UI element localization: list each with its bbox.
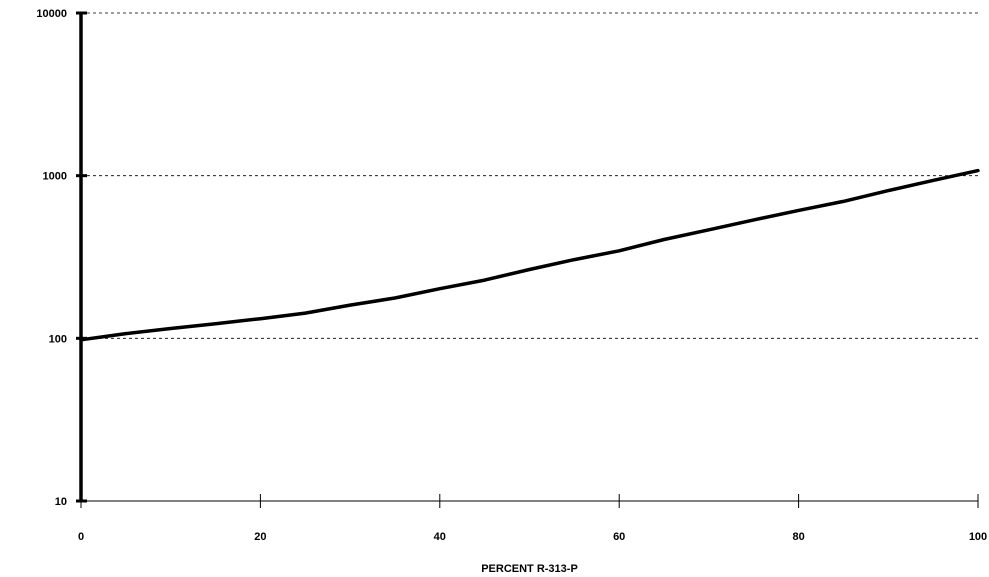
x-tick-label-20: 20 (254, 531, 266, 543)
y-tick-label-10: 10 (55, 496, 67, 508)
series-line-0 (79, 168, 980, 342)
y-tick-label-1000: 1000 (43, 171, 67, 183)
gridlines (81, 12, 978, 339)
y-tick-label-10000: 10000 (36, 8, 67, 20)
x-tick-label-100: 100 (969, 531, 987, 543)
y-tick-label-100: 100 (49, 333, 67, 345)
axes (76, 11, 979, 508)
series-group (79, 168, 980, 342)
x-tick-label-40: 40 (434, 531, 446, 543)
x-tick-label-0: 0 (78, 531, 84, 543)
x-axis-title: PERCENT R-313-P (481, 563, 578, 575)
x-tick-label-60: 60 (613, 531, 625, 543)
tick-labels: 10 100 1000 10000 0 20 40 60 80 100 (36, 8, 987, 543)
x-tick-label-80: 80 (792, 531, 804, 543)
